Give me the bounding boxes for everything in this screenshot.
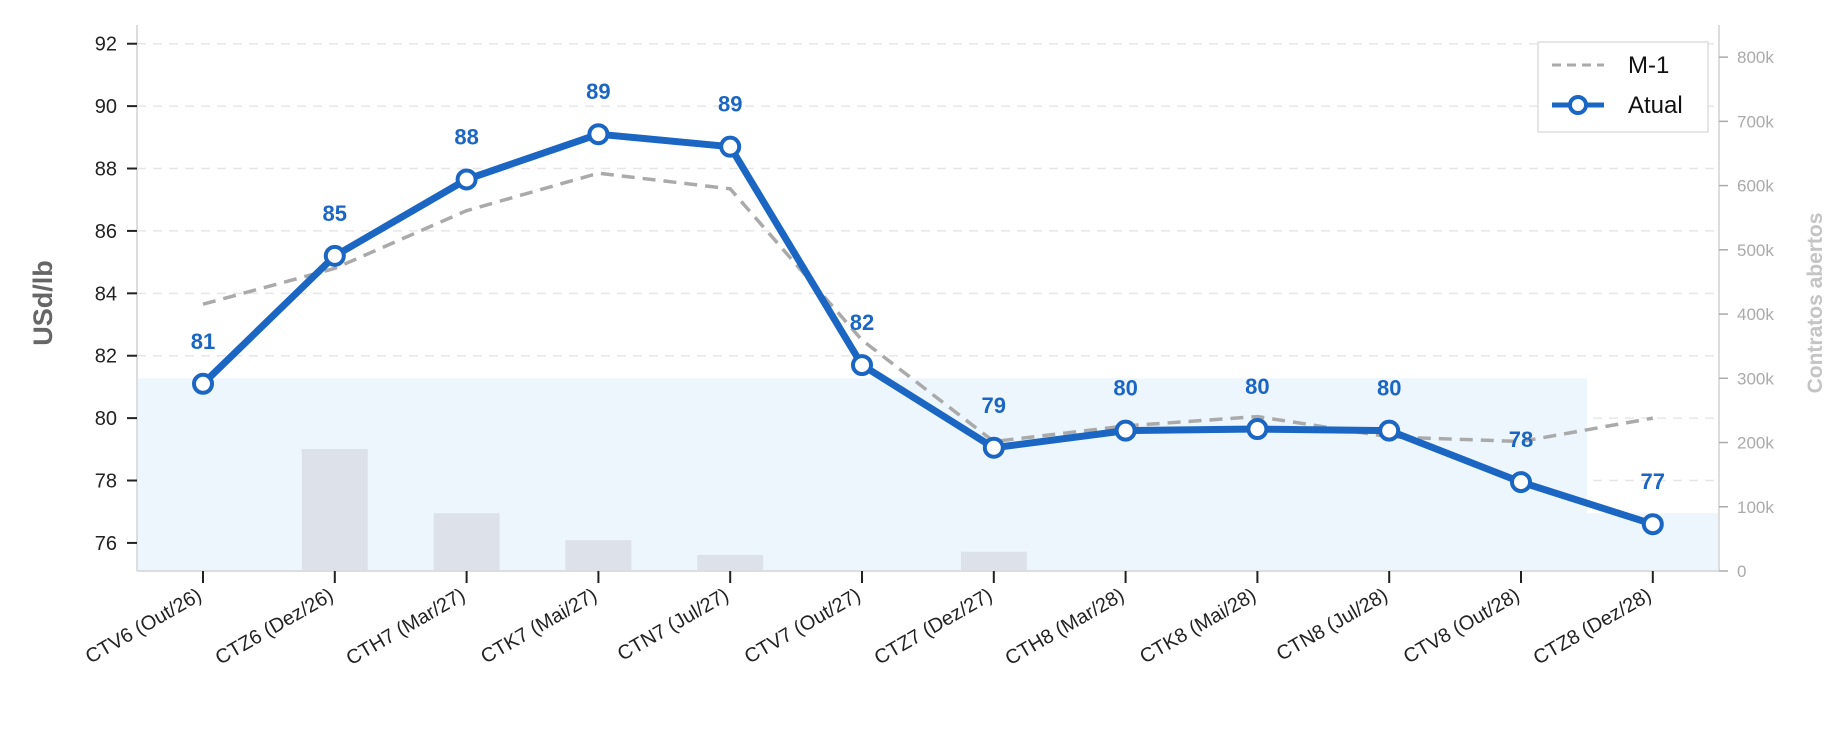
x-tick-label: CTZ6 (Dez/26) xyxy=(212,584,338,669)
series-atual-point xyxy=(1641,513,1664,536)
data-label: 81 xyxy=(191,329,215,354)
x-tick-label: CTZ8 (Dez/28) xyxy=(1530,584,1656,669)
x-axis-ticks: CTV6 (Out/26) CTZ6 (Dez/26) CTH7 (Mar/27) C… xyxy=(82,571,1655,670)
y-tick-label: 78 xyxy=(95,471,117,493)
series-atual-point xyxy=(719,135,742,158)
data-labels: 81 85 88 89 89 82 79 80 80 80 78 77 xyxy=(191,79,1665,494)
y2-tick-label: 600k xyxy=(1737,177,1774,196)
x-tick-label: CTK7 (Mai/27) xyxy=(477,584,601,668)
series-atual-point xyxy=(1114,419,1137,442)
open-contracts-bar xyxy=(960,551,1027,571)
x-tick-label: CTV8 (Out/28) xyxy=(1400,584,1524,668)
y-tick-label: 76 xyxy=(95,533,117,555)
x-tick-label: CTH7 (Mar/27) xyxy=(343,584,469,670)
series-atual-point xyxy=(587,123,610,146)
data-label: 78 xyxy=(1509,427,1533,452)
series-atual-line xyxy=(199,130,1657,528)
legend-label-atual: Atual xyxy=(1628,92,1683,119)
open-contracts-bar xyxy=(565,540,632,571)
y-axis-right-ticks: 0 100k 200k 300k 400k 500k 600k 700k 800k xyxy=(1719,48,1774,581)
open-contracts-bar xyxy=(433,513,500,571)
y-axis-left-label: USd/lb xyxy=(28,260,58,346)
x-tick-label: CTN7 (Jul/27) xyxy=(614,584,733,665)
series-atual-point xyxy=(1510,471,1532,494)
data-label: 89 xyxy=(718,92,742,117)
data-label: 89 xyxy=(586,79,610,104)
series-atual-point xyxy=(1246,418,1269,441)
data-label: 77 xyxy=(1641,469,1665,494)
legend-box xyxy=(1537,41,1709,133)
data-label: 80 xyxy=(1113,376,1137,401)
y-axis-left-ticks: 76 78 80 82 84 86 88 90 92 xyxy=(95,34,137,555)
y-tick-label: 80 xyxy=(95,408,117,430)
series-atual-point xyxy=(1378,419,1401,442)
series-atual-point xyxy=(455,168,478,191)
series-m1-line xyxy=(202,171,1654,444)
y-tick-label: 92 xyxy=(95,34,117,56)
data-label: 80 xyxy=(1377,376,1401,401)
data-label: 82 xyxy=(850,310,874,335)
series-atual-point xyxy=(192,372,214,395)
x-tick-label: CTK8 (Mai/28) xyxy=(1136,584,1260,668)
y2-tick-label: 700k xyxy=(1737,112,1774,131)
y2-tick-label: 0 xyxy=(1737,562,1746,581)
legend-label-m1: M-1 xyxy=(1628,52,1669,79)
y-tick-label: 86 xyxy=(95,221,117,243)
y-tick-label: 88 xyxy=(95,159,117,181)
y2-tick-label: 200k xyxy=(1737,434,1774,453)
y2-tick-label: 800k xyxy=(1737,48,1774,67)
data-label: 79 xyxy=(982,393,1006,418)
y-tick-label: 82 xyxy=(95,346,117,368)
y-axis-right-label: Contratos abertos xyxy=(1804,213,1827,394)
x-tick-label: CTV6 (Out/26) xyxy=(82,584,206,668)
y-tick-label: 90 xyxy=(95,96,117,118)
open-contracts-bar xyxy=(301,448,368,571)
y2-tick-label: 300k xyxy=(1737,369,1774,388)
y-tick-label: 84 xyxy=(95,283,117,305)
x-tick-label: CTH8 (Mar/28) xyxy=(1002,584,1128,670)
series-atual-point xyxy=(851,354,873,377)
data-label: 80 xyxy=(1245,374,1269,399)
data-label: 88 xyxy=(454,124,478,149)
series-atual-point xyxy=(982,436,1005,459)
data-label: 85 xyxy=(323,201,347,226)
x-tick-label: CTV7 (Out/27) xyxy=(741,584,865,668)
legend: M-1 Atual xyxy=(1537,41,1709,133)
y2-tick-label: 400k xyxy=(1737,305,1774,324)
y2-tick-label: 500k xyxy=(1737,241,1774,260)
legend-marker-atual xyxy=(1568,95,1588,115)
y2-tick-label: 100k xyxy=(1737,498,1774,517)
x-tick-label: CTZ7 (Dez/27) xyxy=(871,584,997,669)
open-contracts-bar xyxy=(697,554,764,571)
series-lines xyxy=(192,123,1664,536)
x-tick-label: CTN8 (Jul/28) xyxy=(1273,584,1392,665)
series-atual-point xyxy=(323,244,346,267)
open-contracts-bars xyxy=(301,448,1027,571)
